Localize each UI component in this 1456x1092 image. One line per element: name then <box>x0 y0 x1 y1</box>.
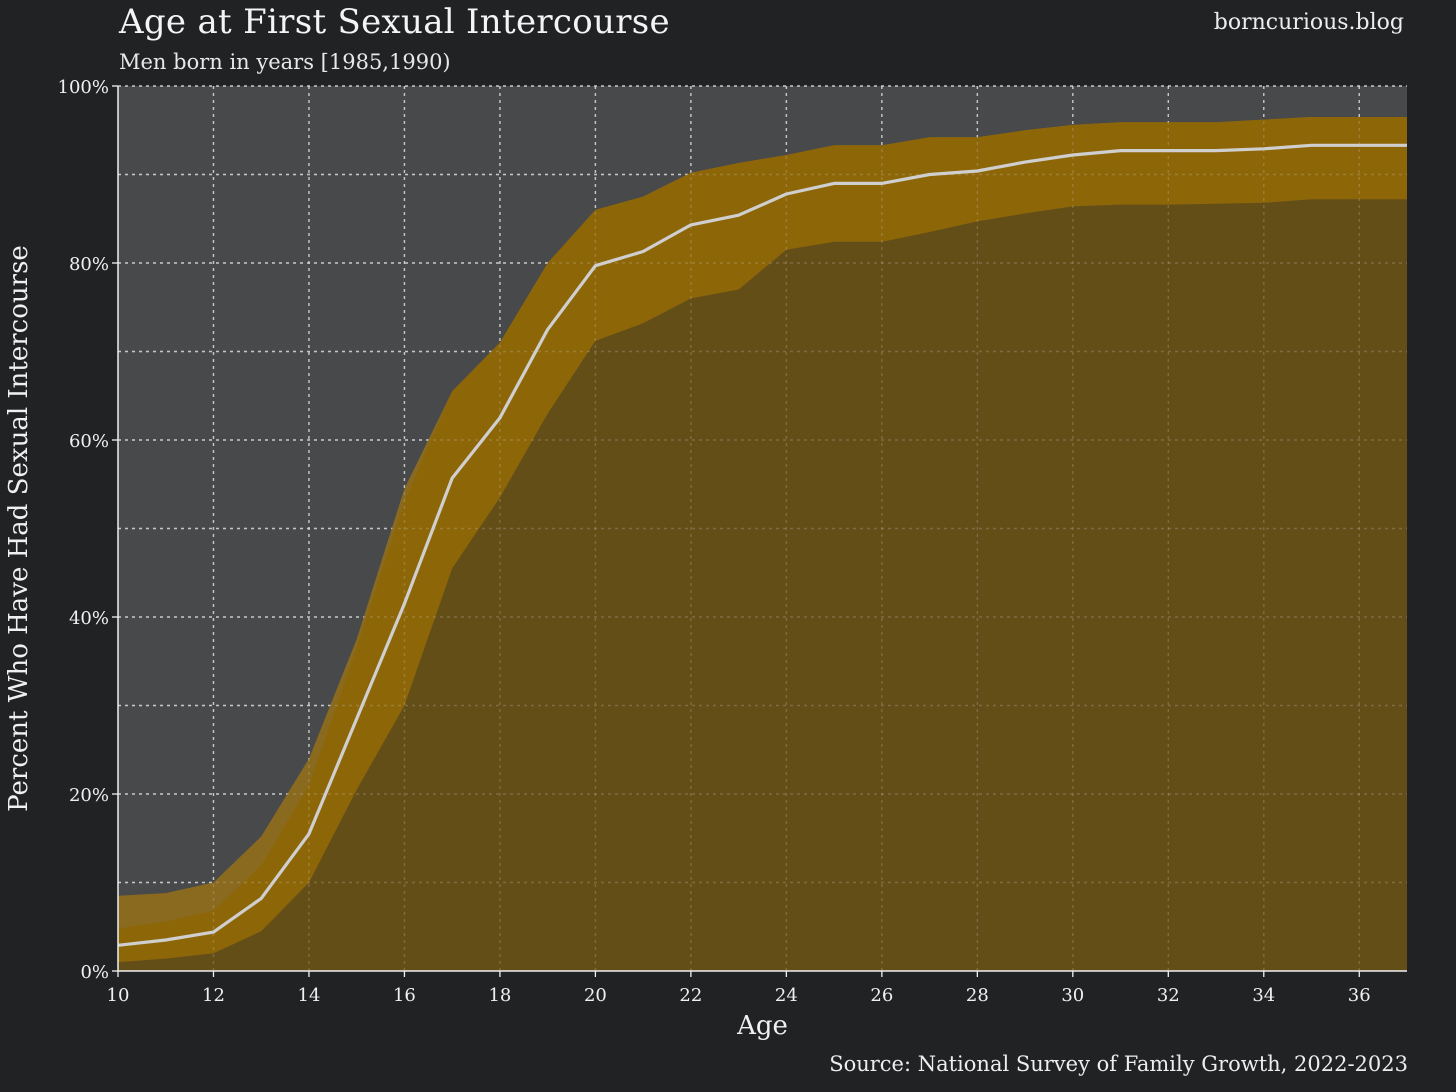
x-tick-label-28: 28 <box>966 985 989 1006</box>
y-tick-label-40: 40% <box>69 608 109 629</box>
chart-title: Age at First Sexual Intercourse <box>119 2 670 42</box>
y-tick-label-80: 80% <box>69 254 109 275</box>
area-layer <box>118 117 1407 972</box>
inner-confidence-band <box>118 117 1407 963</box>
axis-layer: 10 12 14 16 18 20 22 24 26 28 30 32 34 36 0% 20% 40% 60% 8… <box>58 77 1407 1006</box>
source-note: Source: National Survey of Family Growth… <box>829 1052 1408 1076</box>
site-name: borncurious.blog <box>1213 10 1404 35</box>
y-tick-label-20: 20% <box>69 785 109 806</box>
x-tick-label-32: 32 <box>1157 985 1180 1006</box>
x-tick-label-22: 22 <box>679 985 702 1006</box>
y-axis-title: Percent Who Have Had Sexual Intercourse <box>4 245 34 812</box>
estimate-line <box>117 143 1407 947</box>
line-layer <box>117 143 1407 947</box>
y-tick-label-0: 0% <box>80 962 109 983</box>
x-tick-label-30: 30 <box>1061 985 1084 1006</box>
y-tick-label-100: 100% <box>58 77 109 98</box>
x-tick-label-10: 10 <box>107 985 130 1006</box>
x-tick-label-14: 14 <box>298 985 321 1006</box>
x-tick-label-26: 26 <box>870 985 893 1006</box>
x-tick-label-16: 16 <box>393 985 416 1006</box>
x-tick-label-36: 36 <box>1348 985 1371 1006</box>
chart-subtitle: Men born in years [1985,1990) <box>119 50 451 74</box>
x-tick-label-20: 20 <box>584 985 607 1006</box>
x-tick-label-24: 24 <box>775 985 798 1006</box>
x-tick-label-18: 18 <box>488 985 511 1006</box>
below-band-area <box>118 199 1407 972</box>
x-tick-label-34: 34 <box>1252 985 1275 1006</box>
grid-overlay-layer <box>118 85 1407 971</box>
x-tick-label-12: 12 <box>202 985 225 1006</box>
x-axis-title: Age <box>736 1011 788 1041</box>
y-tick-label-60: 60% <box>69 431 109 452</box>
